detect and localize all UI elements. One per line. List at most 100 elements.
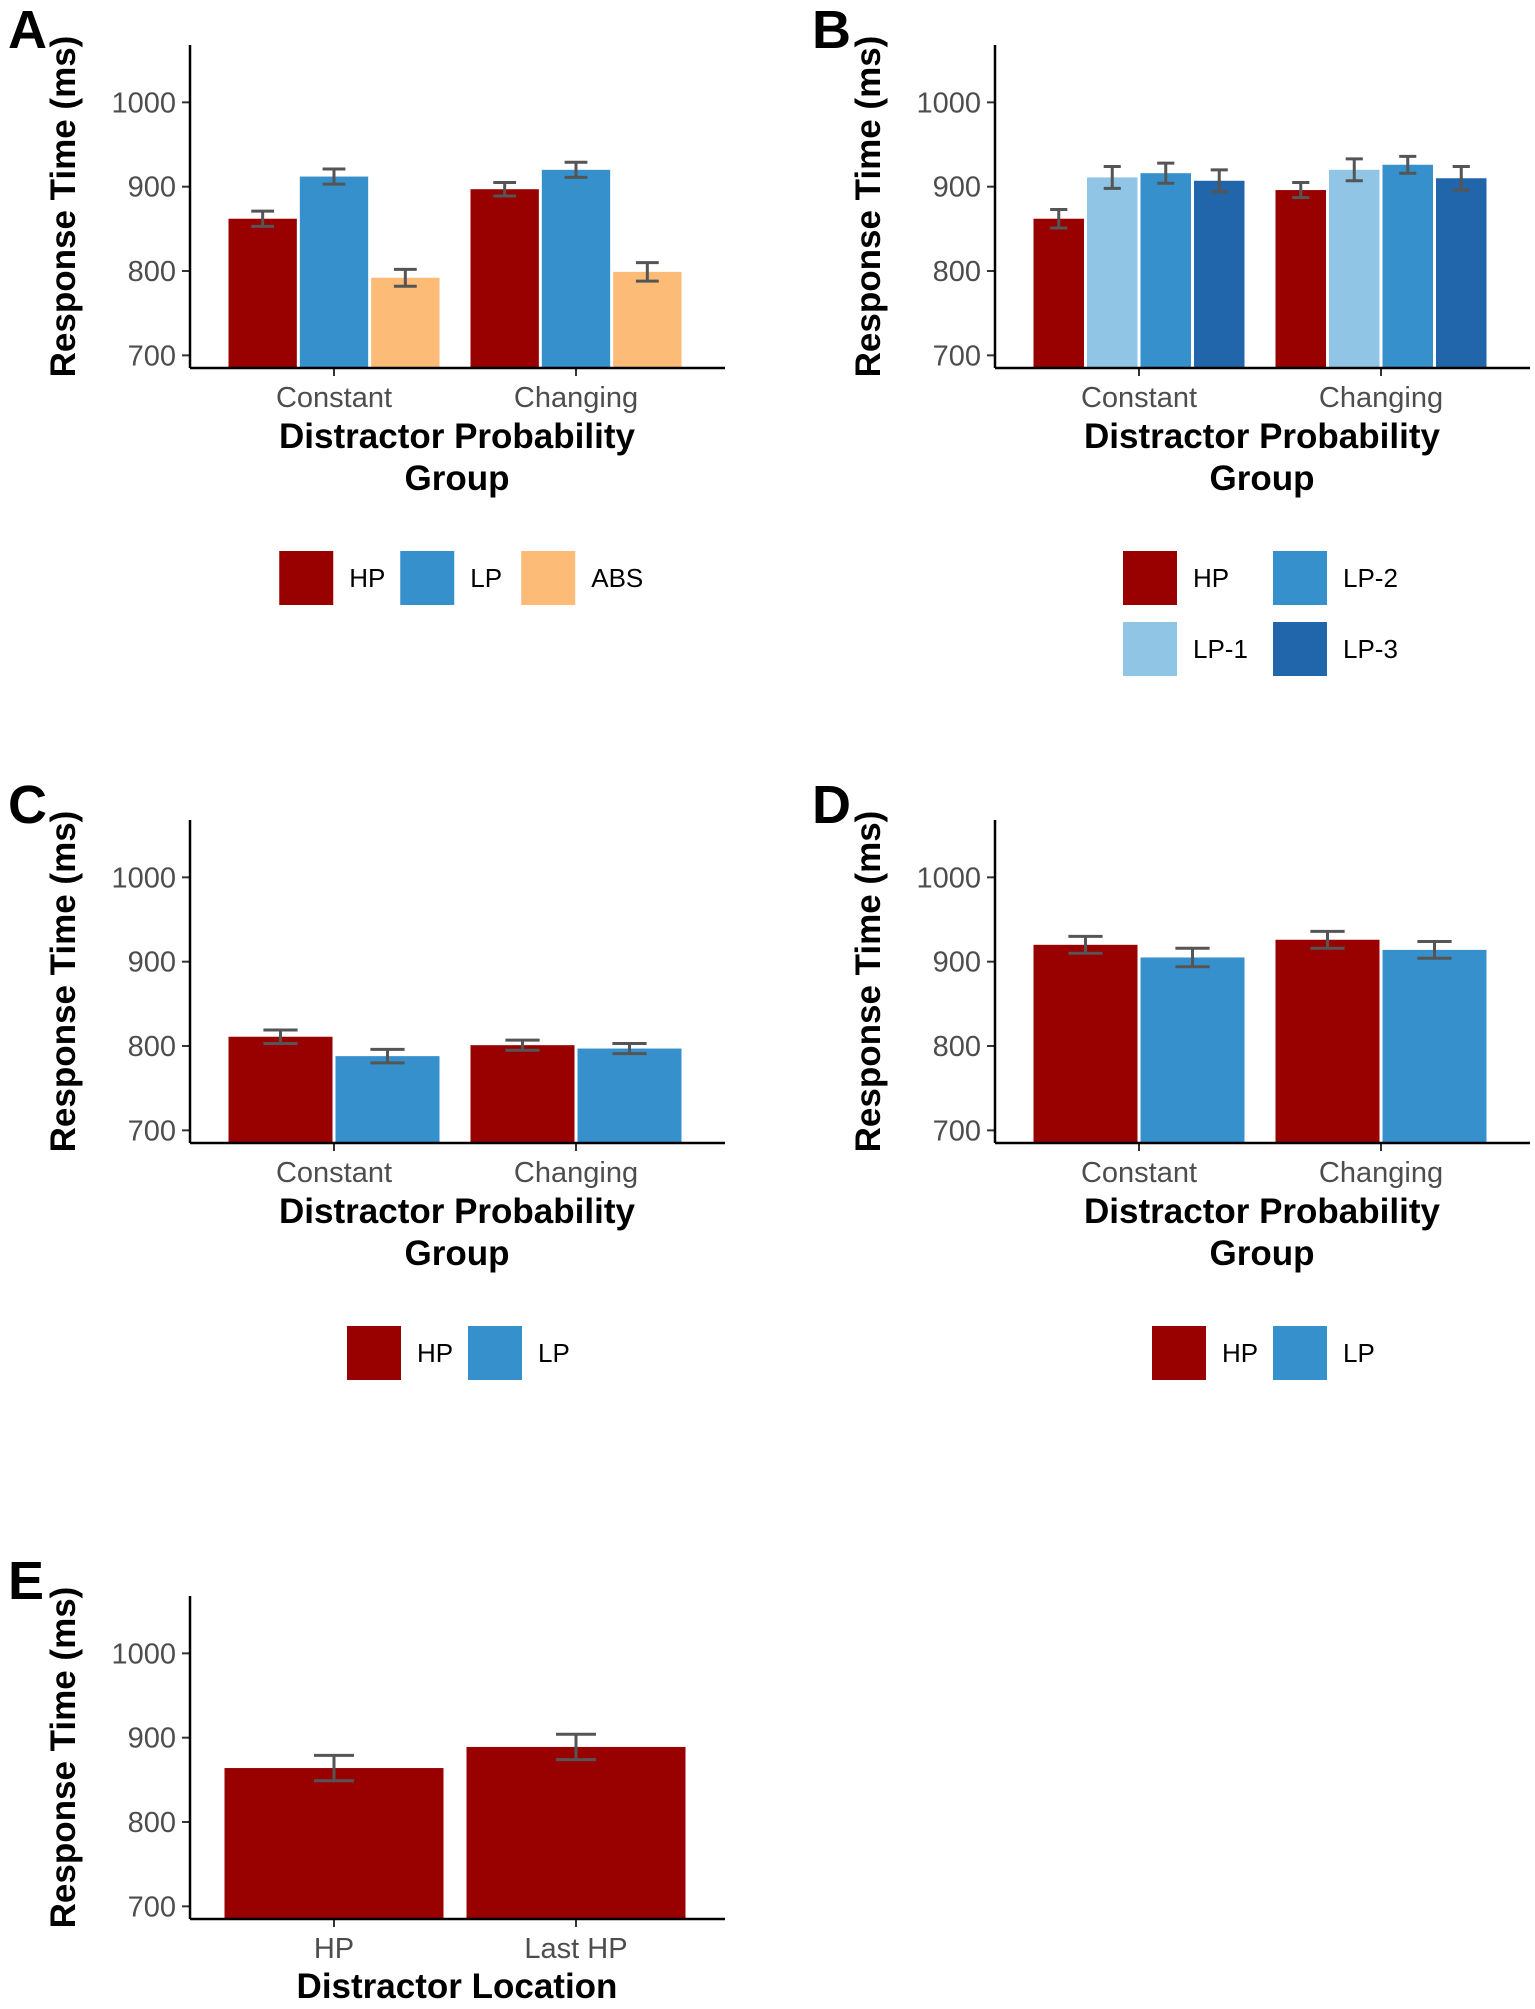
legend-swatch: [1273, 1326, 1327, 1380]
bar-lp-3-changing: [1436, 178, 1487, 368]
error-bar: [1068, 934, 1103, 955]
error-bar: [1345, 157, 1363, 183]
legend-label: HP: [1193, 563, 1229, 593]
y-tick-label: 1000: [111, 862, 176, 894]
x-tick-label: Constant: [1081, 382, 1197, 414]
legend-swatch: [1273, 622, 1327, 676]
x-tick-label: HP: [314, 1933, 354, 1965]
legend-swatch: [1123, 622, 1177, 676]
legend-swatch: [400, 551, 455, 605]
error-bar: [1210, 168, 1228, 194]
legend-item-abs: ABS: [521, 551, 643, 605]
legend-item-lp: LP: [1273, 1326, 1375, 1380]
legend-swatch: [279, 551, 334, 605]
panel-label: A: [8, 0, 47, 60]
x-tick-label: Constant: [276, 1157, 392, 1189]
bar-rt-hp: [224, 1768, 444, 1919]
error-bar: [314, 1753, 354, 1783]
legend-swatch: [521, 551, 576, 605]
bar-abs-changing: [613, 271, 682, 368]
panel-label: C: [8, 775, 47, 835]
y-tick-label: 800: [128, 256, 176, 288]
y-tick-label: 1000: [916, 87, 981, 119]
legend-swatch: [1273, 551, 1327, 605]
legend-swatch: [1123, 551, 1177, 605]
bar-lp-2-changing: [1382, 164, 1433, 368]
y-tick-label: 1000: [111, 87, 176, 119]
error-bar: [1310, 929, 1345, 950]
x-axis-title-line: Group: [1210, 459, 1315, 498]
legend-label: HP: [1222, 1338, 1258, 1368]
x-axis-title-line: Group: [1210, 1234, 1315, 1273]
y-tick-label: 900: [128, 172, 176, 204]
error-bar: [612, 1041, 647, 1056]
legend-item-lp: LP: [468, 1326, 570, 1380]
y-tick-label: 700: [128, 1115, 176, 1147]
bar-lp-constant: [299, 176, 369, 368]
x-tick-label: Changing: [514, 382, 638, 414]
x-tick-label: Last HP: [524, 1933, 627, 1965]
bar-lp-1-constant: [1087, 177, 1138, 368]
legend-item-lp: LP: [400, 551, 502, 605]
x-axis-title-line: Group: [405, 1234, 510, 1273]
bar-lp-changing: [577, 1048, 682, 1143]
y-tick-label: 800: [933, 1031, 981, 1063]
panel-label: B: [812, 0, 851, 60]
bar-abs-constant: [371, 277, 440, 368]
y-axis-title: Response Time (ms): [849, 811, 888, 1153]
error-bar: [1175, 946, 1210, 969]
y-tick-label: 900: [128, 947, 176, 979]
legend-label: ABS: [591, 563, 643, 593]
bar-hp-changing: [470, 189, 539, 368]
error-bar: [1292, 180, 1310, 200]
bar-lp-1-changing: [1329, 169, 1380, 368]
y-tick-label: 1000: [111, 1638, 176, 1670]
x-axis-title-line: Group: [405, 459, 510, 498]
legend-item-hp: HP: [347, 1326, 453, 1380]
x-tick-label: Changing: [1319, 382, 1443, 414]
x-tick-label: Changing: [514, 1157, 638, 1189]
error-bar: [505, 1038, 540, 1052]
x-axis-title-line: Distractor Probability: [1084, 1192, 1440, 1231]
x-axis-title-line: Distractor Probability: [1084, 417, 1440, 456]
error-bar: [251, 209, 275, 228]
error-bar: [370, 1047, 405, 1065]
legend-item-lp-1: LP-1: [1123, 622, 1248, 676]
x-tick-label: Constant: [276, 382, 392, 414]
legend-label: LP-2: [1343, 563, 1398, 593]
y-axis-title: Response Time (ms): [849, 36, 888, 378]
bar-hp-constant: [1033, 944, 1138, 1143]
bar-hp-changing: [1275, 939, 1380, 1143]
error-bar: [393, 267, 417, 288]
y-axis-title: Response Time (ms): [44, 36, 83, 378]
bar-lp-constant: [335, 1056, 440, 1143]
error-bar: [1452, 164, 1470, 192]
bar-lp-2-constant: [1140, 173, 1191, 368]
bar-hp-constant: [228, 1036, 333, 1143]
legend: HP LP: [1152, 1326, 1375, 1380]
legend-item-hp: HP: [1152, 1326, 1258, 1380]
legend-label: LP: [1343, 1338, 1375, 1368]
legend-item-hp: HP: [1123, 551, 1229, 605]
x-tick-label: Changing: [1319, 1157, 1443, 1189]
y-tick-label: 900: [933, 172, 981, 204]
error-bar: [1417, 939, 1452, 960]
error-bar: [1050, 207, 1068, 230]
legend-label: LP-3: [1343, 634, 1398, 664]
bar-lp-constant: [1140, 957, 1245, 1143]
y-tick-label: 700: [933, 1115, 981, 1147]
legend-swatch: [347, 1326, 401, 1380]
y-tick-label: 900: [128, 1723, 176, 1755]
bar-hp-changing: [470, 1045, 575, 1143]
error-bar: [1157, 161, 1175, 185]
y-tick-label: 1000: [916, 862, 981, 894]
legend-swatch: [468, 1326, 522, 1380]
legend: HP LP: [347, 1326, 570, 1380]
x-axis-title-line: Distractor Probability: [279, 417, 635, 456]
x-axis-title-line: Distractor Probability: [279, 1192, 635, 1231]
error-bar: [556, 1732, 596, 1762]
y-axis-title: Response Time (ms): [44, 811, 83, 1153]
